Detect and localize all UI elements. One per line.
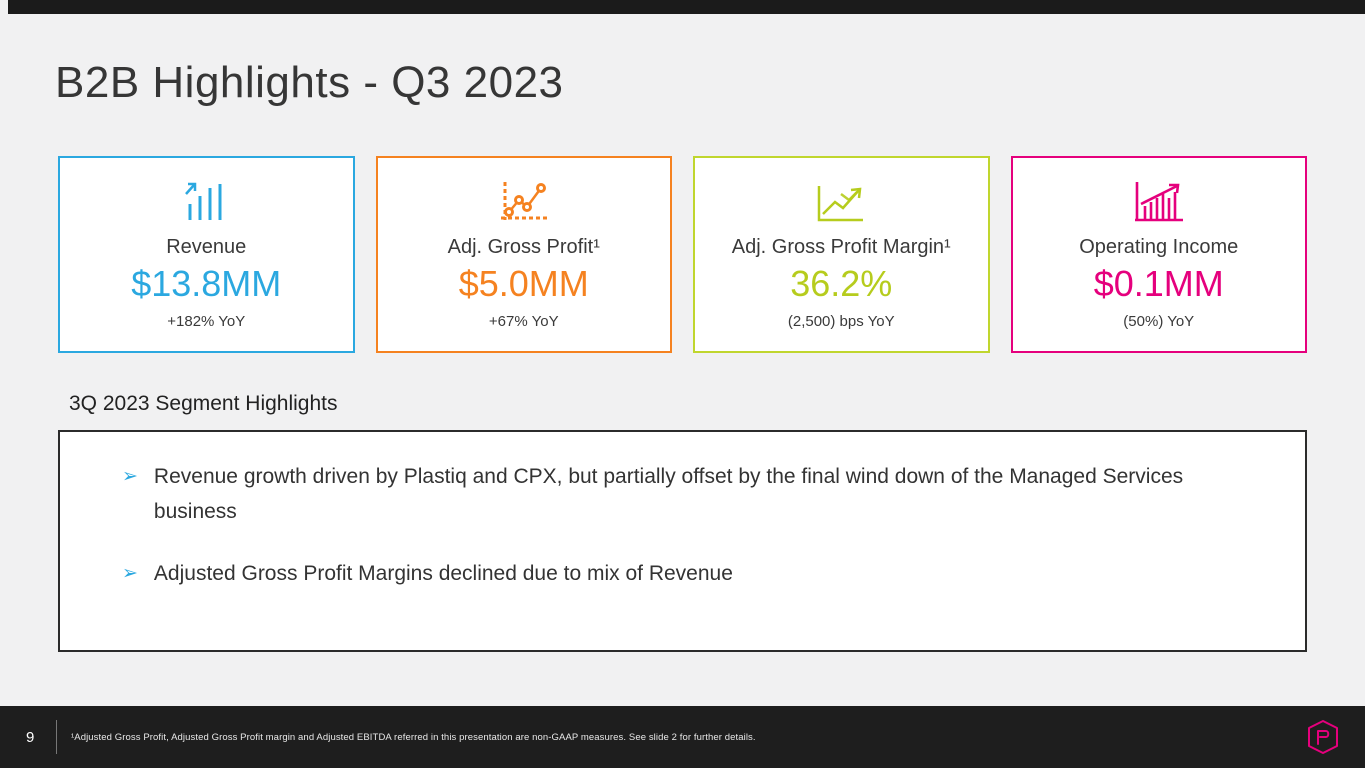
metric-label: Adj. Gross Profit Margin¹: [731, 236, 951, 258]
metric-label: Adj. Gross Profit¹: [447, 236, 600, 258]
arrow-bullet-icon: ➢: [122, 563, 138, 585]
metric-value: $0.1MM: [1093, 263, 1224, 304]
bullet-text: Adjusted Gross Profit Margins declined d…: [153, 562, 733, 586]
footnote-text: ¹Adjusted Gross Profit, Adjusted Gross P…: [71, 731, 756, 743]
company-logo-icon: [1303, 717, 1343, 757]
segment-highlights-box: ➢ Revenue growth driven by Plastiq and C…: [58, 430, 1307, 652]
metric-delta: +182% YoY: [167, 313, 246, 330]
metric-label: Revenue: [166, 236, 247, 258]
bullet-item: ➢ Revenue growth driven by Plastiq and C…: [122, 460, 1265, 529]
bar-chart-up-arrow-icon: [180, 178, 232, 226]
arrow-bullet-icon: ➢: [122, 466, 138, 487]
page-number: 9: [26, 728, 35, 746]
histogram-rising-arrow-icon: [1133, 178, 1185, 226]
metric-card-operating-income: Operating Income $0.1MM (50%) YoY: [1010, 156, 1307, 353]
metric-delta: +67% YoY: [488, 313, 559, 330]
footer-divider: [56, 720, 57, 754]
metric-value: $5.0MM: [458, 263, 589, 304]
metric-delta: (50%) YoY: [1123, 313, 1195, 330]
dotted-line-chart-icon: [498, 178, 550, 226]
page-title: B2B Highlights - Q3 2023: [55, 58, 564, 107]
metric-value: 36.2%: [790, 263, 893, 304]
metric-card-adj-gross-profit-margin: Adj. Gross Profit Margin¹ 36.2% (2,500) …: [693, 156, 990, 353]
section-heading: 3Q 2023 Segment Highlights: [69, 392, 338, 415]
metric-cards-row: Revenue $13.8MM +182% YoY Adj. Gross Pro…: [58, 156, 1307, 353]
trend-line-arrow-chart-icon: [815, 178, 867, 226]
metric-card-revenue: Revenue $13.8MM +182% YoY: [58, 156, 355, 353]
metric-delta: (2,500) bps YoY: [787, 313, 895, 330]
bullet-text: Revenue growth driven by Plastiq and CPX…: [153, 465, 1184, 523]
metric-value: $13.8MM: [131, 263, 282, 304]
metric-card-adj-gross-profit: Adj. Gross Profit¹ $5.0MM +67% YoY: [375, 156, 672, 353]
metric-label: Operating Income: [1079, 236, 1239, 258]
bullet-item: ➢ Adjusted Gross Profit Margins declined…: [122, 557, 1265, 592]
footer-bar: 9 ¹Adjusted Gross Profit, Adjusted Gross…: [0, 706, 1365, 768]
top-accent-bar: [8, 0, 1365, 14]
